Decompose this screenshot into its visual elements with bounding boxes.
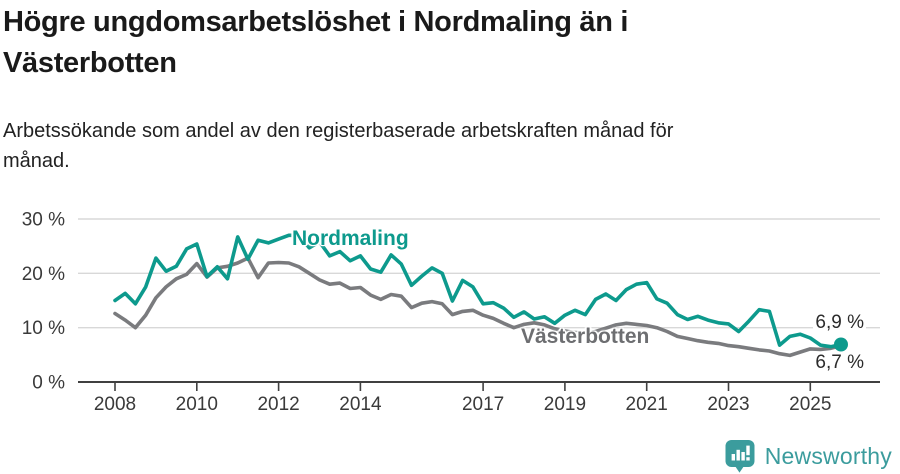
chart-title: Högre ungdomsarbetslöshet i Nordmaling ä…: [3, 2, 863, 84]
x-axis-tick-label: 2017: [462, 394, 504, 415]
logo-bar-3: [741, 452, 745, 461]
x-axis-tick-label: 2019: [544, 394, 586, 415]
logo-bar-2: [736, 449, 740, 461]
series-end-dot-nordmaling: [833, 337, 848, 352]
chart-subtitle: Arbetssökande som andel av den registerb…: [3, 116, 863, 176]
x-axis-tick-label: 2010: [176, 394, 218, 415]
y-axis-tick-label: 20 %: [22, 264, 65, 285]
newsworthy-logo: Newsworthy: [724, 439, 892, 473]
logo-exclamation-stem: [746, 445, 750, 456]
x-axis-tick-label: 2012: [257, 394, 299, 415]
x-axis-tick-label: 2021: [626, 394, 668, 415]
newsworthy-logo-icon: [725, 440, 755, 473]
x-axis-tick-label: 2023: [707, 394, 749, 415]
series-label-vasterbotten: Västerbotten: [521, 325, 650, 348]
logo-bar-1: [731, 454, 735, 461]
x-axis-tick-label: 2014: [339, 394, 382, 415]
x-axis-tick-label: 2025: [789, 394, 831, 415]
end-value-label-vasterbotten: 6,7 %: [813, 352, 866, 374]
chart-subtitle-line-1: Arbetssökande som andel av den registerb…: [3, 120, 674, 142]
newsworthy-logo-text: Newsworthy: [764, 442, 892, 469]
x-axis-tick-label: 2008: [94, 394, 136, 415]
chart-title-line-1: Högre ungdomsarbetslöshet i Nordmaling ä…: [3, 6, 629, 38]
end-value-label-nordmaling: 6,9 %: [813, 312, 866, 334]
series-line-västerbotten: [113, 256, 843, 358]
y-axis-tick-label: 30 %: [22, 210, 65, 231]
chart-subtitle-line-2: månad.: [3, 150, 70, 172]
y-axis-tick-label: 0 %: [32, 373, 65, 394]
y-axis-tick-label: 10 %: [22, 318, 65, 339]
series-line-nordmaling: [113, 233, 843, 349]
chart-title-line-2: Västerbotten: [3, 47, 177, 79]
series-label-nordmaling: Nordmaling: [292, 227, 409, 250]
logo-exclamation-dot: [746, 457, 750, 461]
